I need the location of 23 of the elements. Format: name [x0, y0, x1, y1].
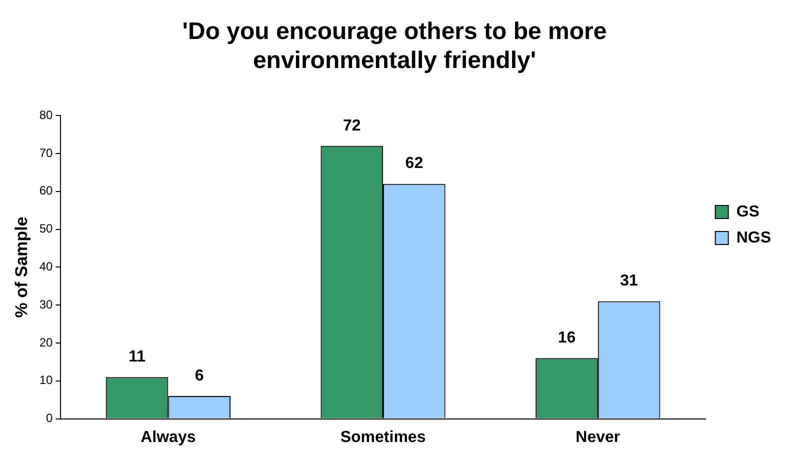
legend-label: GS [736, 203, 760, 220]
y-tick-label: 60 [39, 184, 54, 198]
data-label: 72 [342, 117, 361, 134]
text: 'Do you encourage others to be more [182, 18, 607, 46]
data-label: 6 [194, 367, 204, 384]
y-tick-label: 10 [39, 373, 54, 388]
legend-label: NGS [736, 229, 772, 246]
x-tick-label: Never [576, 428, 620, 446]
x-tick-label: Sometimes [340, 428, 426, 446]
text: environmentally friendly' [252, 46, 536, 74]
y-tick-label: 50 [39, 222, 54, 236]
y-tick-label: 80 [39, 108, 54, 122]
data-label: 11 [128, 348, 146, 366]
y-tick-label: 30 [39, 297, 54, 312]
y-axis-title: % of Sample [12, 216, 31, 318]
data-label: 31 [620, 272, 638, 290]
y-tick-label: 0 [46, 411, 54, 426]
y-tick-label: 70 [39, 146, 54, 160]
data-label: 62 [405, 155, 424, 172]
x-tick-label: Always [140, 428, 196, 446]
y-tick-label: 20 [39, 335, 54, 350]
y-tick-label: 40 [39, 260, 54, 274]
data-label: 16 [558, 330, 576, 347]
